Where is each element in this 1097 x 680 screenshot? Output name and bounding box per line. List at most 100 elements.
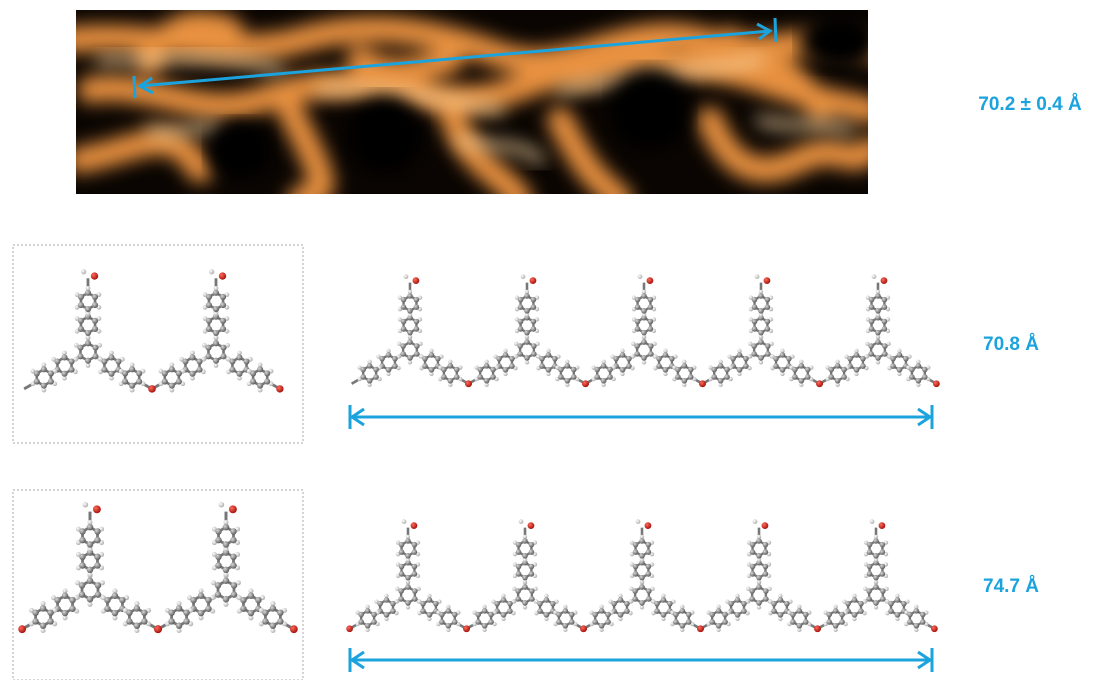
o-atom bbox=[530, 277, 537, 284]
c-atom bbox=[716, 623, 722, 629]
c-atom bbox=[531, 297, 537, 303]
h-atom bbox=[519, 519, 524, 524]
c-atom bbox=[400, 343, 406, 349]
h-atom bbox=[636, 519, 641, 524]
c-atom bbox=[384, 612, 390, 618]
c-atom bbox=[663, 367, 669, 373]
c-atom bbox=[518, 326, 524, 332]
c-atom bbox=[169, 366, 175, 372]
c-atom bbox=[735, 597, 741, 603]
c-atom bbox=[215, 537, 221, 543]
c-atom bbox=[401, 319, 407, 325]
c-atom bbox=[922, 374, 928, 380]
o-atom bbox=[276, 385, 283, 392]
c-atom bbox=[618, 597, 624, 603]
c-atom bbox=[922, 367, 928, 373]
c-atom bbox=[34, 370, 40, 376]
c-atom bbox=[656, 356, 662, 362]
c-atom bbox=[494, 601, 500, 607]
c-atom bbox=[515, 596, 521, 602]
c-atom bbox=[633, 571, 639, 577]
h-atom bbox=[87, 602, 92, 607]
c-atom bbox=[847, 356, 853, 362]
c-atom bbox=[648, 297, 654, 303]
c-atom bbox=[786, 356, 792, 362]
c-atom bbox=[895, 597, 901, 603]
c-atom bbox=[488, 612, 494, 618]
c-atom bbox=[903, 356, 909, 362]
h-atom bbox=[525, 360, 529, 364]
h-atom bbox=[642, 360, 646, 364]
c-atom bbox=[420, 608, 426, 614]
c-atom bbox=[868, 343, 874, 349]
c-atom bbox=[129, 383, 135, 389]
c-atom bbox=[880, 596, 886, 602]
c-atom bbox=[168, 610, 174, 616]
o-atom bbox=[413, 277, 420, 284]
c-atom bbox=[771, 601, 777, 607]
c-atom bbox=[414, 326, 420, 332]
c-atom bbox=[257, 366, 263, 372]
c-atom bbox=[866, 596, 872, 602]
c-atom bbox=[563, 623, 569, 629]
o-atom bbox=[933, 380, 940, 387]
h-atom bbox=[872, 274, 877, 279]
c-atom bbox=[790, 612, 796, 618]
c-atom bbox=[220, 353, 226, 359]
c-atom bbox=[724, 367, 730, 373]
c-atom bbox=[784, 601, 790, 607]
c-atom bbox=[728, 601, 734, 607]
c-atom bbox=[198, 593, 204, 599]
c-atom bbox=[605, 619, 611, 625]
c-atom bbox=[92, 326, 98, 332]
c-atom bbox=[882, 351, 888, 357]
c-atom bbox=[384, 597, 390, 603]
c-atom bbox=[722, 612, 728, 618]
c-atom bbox=[197, 367, 203, 373]
c-atom bbox=[522, 600, 528, 606]
c-atom bbox=[546, 352, 552, 358]
c-atom bbox=[531, 319, 537, 325]
c-atom bbox=[920, 619, 926, 625]
c-atom bbox=[635, 319, 641, 325]
c-atom bbox=[94, 528, 100, 534]
c-atom bbox=[422, 363, 428, 369]
c-atom bbox=[601, 363, 607, 369]
c-atom bbox=[646, 549, 652, 555]
c-atom bbox=[79, 537, 85, 543]
o-atom bbox=[647, 277, 654, 284]
c-atom bbox=[765, 343, 771, 349]
c-atom bbox=[569, 612, 575, 618]
c-atom bbox=[446, 623, 452, 629]
c-atom bbox=[405, 584, 411, 590]
c-atom bbox=[758, 293, 764, 299]
c-atom bbox=[867, 542, 873, 548]
c-atom bbox=[401, 297, 407, 303]
c-atom bbox=[213, 358, 219, 364]
c-atom bbox=[405, 575, 411, 581]
c-atom bbox=[914, 608, 920, 614]
c-atom bbox=[213, 340, 219, 346]
c-atom bbox=[390, 608, 396, 614]
c-atom bbox=[503, 352, 509, 358]
c-atom bbox=[206, 294, 212, 300]
c-atom bbox=[61, 371, 67, 377]
c-atom bbox=[427, 597, 433, 603]
c-atom bbox=[270, 623, 276, 629]
c-atom bbox=[875, 308, 881, 314]
c-atom bbox=[854, 367, 860, 373]
c-atom bbox=[503, 367, 509, 373]
c-atom bbox=[749, 588, 755, 594]
c-atom bbox=[546, 367, 552, 373]
c-atom bbox=[632, 588, 638, 594]
c-atom bbox=[880, 571, 886, 577]
c-atom bbox=[752, 319, 758, 325]
c-atom bbox=[882, 304, 888, 310]
c-atom bbox=[869, 304, 875, 310]
c-atom bbox=[230, 562, 236, 568]
c-atom bbox=[501, 597, 507, 603]
c-atom bbox=[115, 358, 121, 364]
c-atom bbox=[270, 605, 276, 611]
h-atom bbox=[219, 502, 225, 508]
c-atom bbox=[875, 293, 881, 299]
